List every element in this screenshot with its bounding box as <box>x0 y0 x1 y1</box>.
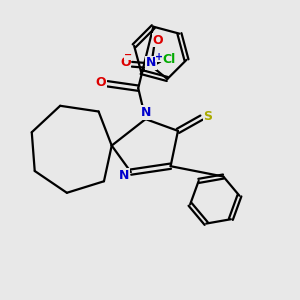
Text: Cl: Cl <box>163 53 176 66</box>
Text: N: N <box>119 169 130 182</box>
Text: N: N <box>140 106 151 119</box>
Text: O: O <box>120 56 131 69</box>
Text: O: O <box>152 34 163 46</box>
Text: −: − <box>124 50 133 60</box>
Text: +: + <box>155 52 164 62</box>
Text: S: S <box>203 110 212 123</box>
Text: O: O <box>95 76 106 89</box>
Text: N: N <box>146 56 156 69</box>
